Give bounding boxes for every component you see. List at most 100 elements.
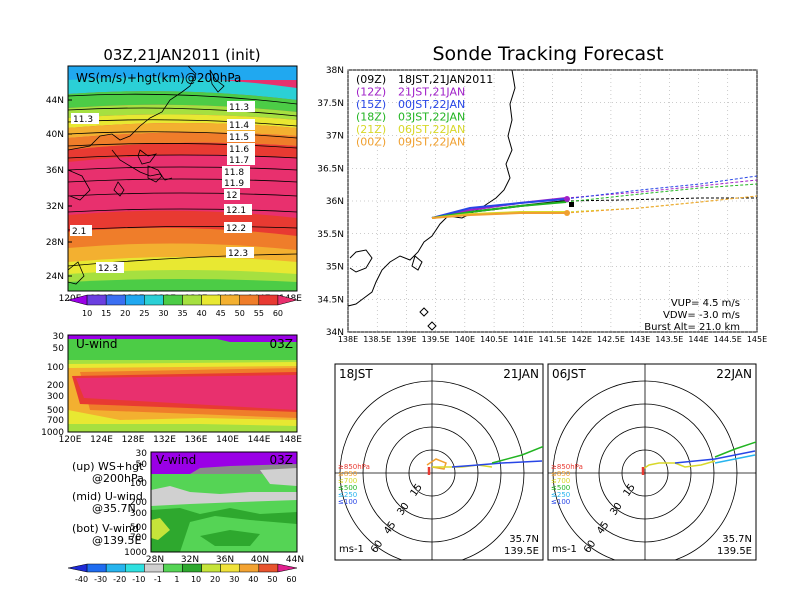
track-lat-ticks: 38N 37.5N 37N 36.5N 36N 35.5N 35N 34.5N 34N xyxy=(317,66,344,338)
hodograph-time: 06JST xyxy=(552,367,586,381)
u-wind-lon-ticks: 120E 124E 128E 132E 136E 140E 144E 148E xyxy=(59,435,303,445)
svg-text:11.5: 11.5 xyxy=(229,133,249,143)
v-colorbar-label: 10 xyxy=(191,575,201,584)
ws-map-label: WS(m/s)+hgt(km)@200hPa xyxy=(76,71,241,85)
v-colorbar-swatch xyxy=(125,563,145,573)
ws-contour-label: 11.9 xyxy=(222,177,250,189)
legend-time: 18JST,21JAN2011 xyxy=(398,73,493,86)
track-grid xyxy=(347,69,758,333)
v-level-tick: 30 xyxy=(136,449,148,459)
sonde-tracks xyxy=(431,175,758,219)
ws-shading xyxy=(68,66,297,291)
hodograph-date: 21JAN xyxy=(503,367,539,381)
v-colorbar-swatch xyxy=(67,563,88,573)
v-level-tick: 200 xyxy=(130,498,147,508)
svg-text:11.9: 11.9 xyxy=(224,179,244,189)
legend-time: 21JST,21JAN xyxy=(398,86,465,99)
u-level-tick: 300 xyxy=(47,392,64,402)
ws-colorbar-swatch xyxy=(277,294,298,306)
hodograph-date: 22JAN xyxy=(716,367,752,381)
svg-text:11.4: 11.4 xyxy=(229,121,249,131)
v-colorbar-swatch xyxy=(277,563,298,573)
hodograph-unit: ms-1 xyxy=(552,544,577,555)
ws-map: 11.3 11.3 11.4 11.5 11.611.7 11.811.9 12 12.1 12… xyxy=(46,65,302,304)
ws-lat-ticks: 44N 40N 36N 32N 28N 24N xyxy=(46,96,72,282)
ws-colorbar-swatch xyxy=(125,294,145,306)
ws-colorbar: 10 15 20 25 30 35 40 45 50 55 60 xyxy=(67,294,298,318)
legend-run: (09Z) xyxy=(356,73,386,86)
ws-colorbar-swatch xyxy=(220,294,240,306)
v-colorbar-swatch xyxy=(86,563,107,573)
svg-text:11.3: 11.3 xyxy=(73,115,93,125)
hodograph-frame xyxy=(547,363,757,561)
track-lon-tick: 138.5E xyxy=(363,335,391,344)
note-up: (up) WS+hgt xyxy=(72,460,144,473)
v-colorbar-label: 50 xyxy=(267,575,277,584)
hodograph-trace xyxy=(432,464,493,468)
u-lon-tick: 120E xyxy=(59,435,82,445)
svg-text:12.1: 12.1 xyxy=(226,206,246,216)
v-colorbar-label: -10 xyxy=(132,575,145,584)
ws-colorbar-label: 20 xyxy=(120,309,130,318)
svg-text:11.8: 11.8 xyxy=(224,168,244,178)
hodograph-level-label: ≤850 xyxy=(338,470,357,478)
svg-text:12: 12 xyxy=(226,191,237,201)
panel-notes: (up) WS+hgt @200hPa (mid) U-wind @35.7N … xyxy=(72,460,144,547)
track-lat-tick: 36N xyxy=(326,197,344,207)
track-00z xyxy=(431,212,566,219)
track-lat-tick: 37N xyxy=(326,132,344,142)
v-level-tick: 700 xyxy=(130,533,147,543)
track-info-line: VUP= 4.5 m/s xyxy=(671,298,740,309)
v-colorbar: -40 -30 -20 -10 -1 1 10 20 30 40 50 60 xyxy=(67,563,298,584)
ws-colorbar-label: 25 xyxy=(139,309,149,318)
u-level-tick: 500 xyxy=(47,406,64,416)
burst-marker-09z xyxy=(569,202,574,207)
ws-colorbar-swatch xyxy=(239,294,260,306)
u-lon-tick: 148E xyxy=(279,435,302,445)
ws-colorbar-label: 15 xyxy=(101,309,111,318)
ws-contour-label: 12.3 xyxy=(226,247,254,259)
v-colorbar-label: 60 xyxy=(286,575,296,584)
track-15z xyxy=(431,198,567,219)
hodograph-level-label: ≥850hPa xyxy=(338,463,370,471)
u-level-tick: 50 xyxy=(53,344,65,354)
legend-time: 09JST,22JAN xyxy=(398,136,465,149)
u-level-tick: 200 xyxy=(47,381,64,391)
svg-text:11.3: 11.3 xyxy=(229,103,249,113)
track-lat-tick: 35.5N xyxy=(317,230,344,240)
ws-contours xyxy=(68,93,297,267)
u-level-tick: 1000 xyxy=(41,428,64,438)
ws-colorbar-swatch xyxy=(86,294,107,306)
hodograph-level-label: ≤500 xyxy=(551,484,570,492)
ws-contour-label: 11.3 xyxy=(71,113,99,125)
svg-text:12.3: 12.3 xyxy=(228,249,248,259)
ws-contour-label: 11.7 xyxy=(227,154,255,166)
track-lat-tick: 34.5N xyxy=(317,295,344,305)
track-00z-tail xyxy=(565,195,758,214)
note-up2: @200hPa xyxy=(92,472,144,485)
ws-colorbar-label: 55 xyxy=(254,309,264,318)
v-wind-lat-ticks: 28N 32N 36N 40N 44N xyxy=(146,555,304,565)
track-info-line: Burst Alt= 21.0 km xyxy=(644,322,740,333)
track-lat-tick: 34N xyxy=(326,328,344,338)
v-wind-time: 03Z xyxy=(270,453,294,467)
hodograph-time: 18JST xyxy=(339,367,373,381)
v-level-tick: 100 xyxy=(130,479,147,489)
v-level-tick: 50 xyxy=(136,460,148,470)
track-lon-tick: 139.5E xyxy=(422,335,450,344)
ws-colorbar-label: 40 xyxy=(196,309,206,318)
track-info-line: VDW= -3.0 m/s xyxy=(663,310,740,321)
track-09z-tail xyxy=(565,197,757,202)
v-colorbar-swatch xyxy=(239,563,260,573)
track-lon-tick: 144.5E xyxy=(714,335,742,344)
ws-contour-label: 11.8 xyxy=(222,166,250,178)
u-level-tick: 100 xyxy=(47,363,64,373)
v-colorbar-label: 30 xyxy=(229,575,239,584)
track-lon-tick: 142E xyxy=(572,335,592,344)
hodograph-lon: 139.5E xyxy=(504,546,539,557)
ws-lat-tick: 40N xyxy=(46,130,64,140)
legend-time: 06JST,22JAN xyxy=(398,123,465,136)
legend-run: (15Z) xyxy=(356,98,386,111)
